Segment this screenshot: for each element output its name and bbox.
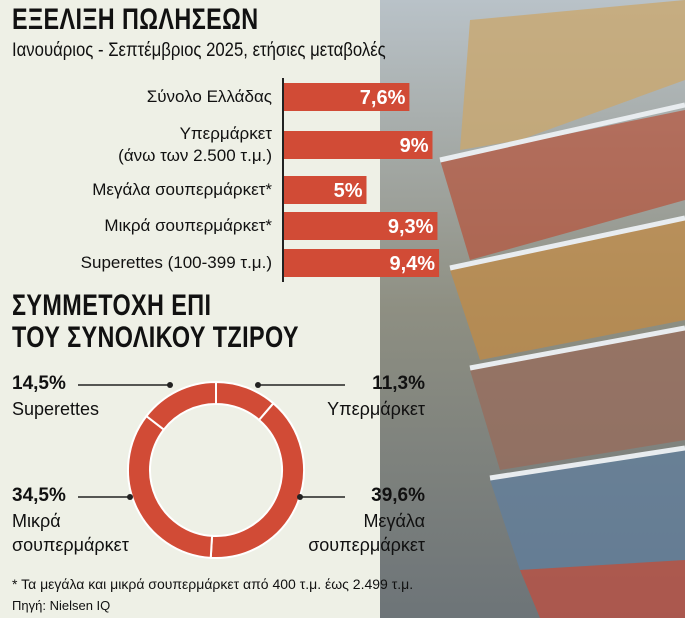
pie-title: ΣΥΜΜΕΤΟΧΗ ΕΠΙ ΤΟΥ ΣΥΝΟΛΙΚΟΥ ΤΖΙΡΟΥ (12, 289, 299, 354)
value-label: 5% (334, 180, 363, 202)
bar (284, 83, 410, 111)
category-label: Μικρά σουπερμάρκετ (12, 511, 129, 555)
leader-dot (297, 494, 303, 500)
leader-dot (255, 382, 261, 388)
donut-segment (145, 380, 217, 431)
value-label: 39,6% (371, 485, 425, 506)
value-label: 34,5% (12, 485, 66, 506)
category-label: Μεγάλα σουπερμάρκετ* (92, 180, 272, 199)
value-label: 7,6% (360, 87, 406, 109)
bar (284, 176, 367, 204)
bar-subtitle: Ιανουάριος - Σεπτέμβριος 2025, ετήσιες μ… (12, 40, 386, 61)
category-label: Σύνολο Ελλάδας (146, 87, 272, 106)
bar (284, 212, 438, 240)
leader-dot (167, 382, 173, 388)
category-label: Υπερμάρκετ (άνω των 2.500 τ.μ.) (118, 124, 272, 165)
bar (284, 249, 440, 277)
bar (284, 131, 433, 159)
value-label: 9% (400, 135, 429, 157)
source: Πηγή: Nielsen IQ (12, 598, 111, 613)
category-label: Superettes (100-399 τ.μ.) (80, 253, 272, 272)
value-label: 14,5% (12, 373, 66, 394)
value-label: 11,3% (372, 373, 425, 394)
category-label: Μεγάλα σουπερμάρκετ (308, 511, 425, 555)
value-label: 9,4% (390, 253, 436, 275)
footnote: * Τα μεγάλα και μικρά σουπερμάρκετ από 4… (12, 576, 414, 592)
category-label: Υπερμάρκετ (327, 399, 425, 419)
value-label: 9,3% (388, 216, 434, 238)
category-label: Μικρά σουπερμάρκετ* (104, 216, 272, 235)
category-label: Superettes (12, 399, 100, 419)
leader-dot (127, 494, 133, 500)
bar-title: ΕΞΕΛΙΞΗ ΠΩΛΗΣΕΩΝ (12, 3, 259, 36)
